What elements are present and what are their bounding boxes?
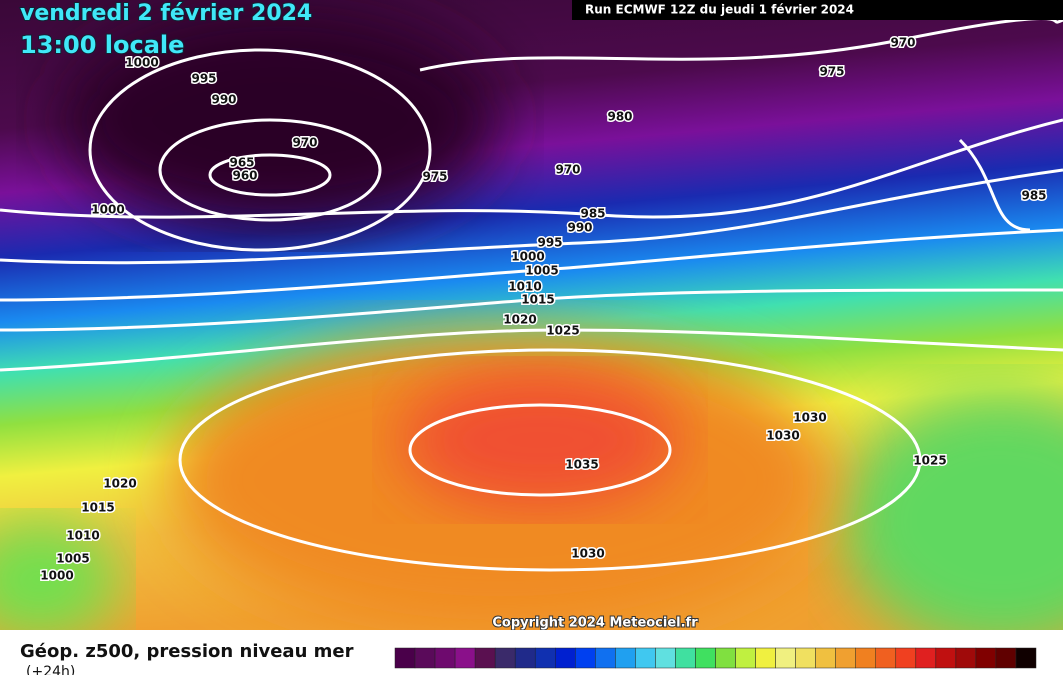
isobar	[208, 153, 332, 197]
colorbar-cell	[675, 647, 696, 669]
isobar	[88, 48, 432, 252]
time: 13:00 locale	[20, 31, 184, 59]
run-box	[572, 0, 1063, 20]
isobar-label: 1020	[103, 477, 136, 491]
colorbar-cell	[715, 647, 736, 669]
colorbar-cell	[655, 647, 676, 669]
isobar-label: 1000	[91, 203, 124, 217]
field	[840, 390, 1063, 650]
isobar	[178, 348, 922, 572]
colorbar-cell	[695, 647, 716, 669]
isobar-label: 995	[191, 72, 216, 86]
field	[400, 370, 680, 510]
isobar	[158, 118, 382, 222]
colorbar-cell	[1015, 647, 1037, 669]
isobar-label: 1025	[913, 454, 946, 468]
colorbar-cell	[835, 647, 856, 669]
colorbar-cell	[494, 647, 516, 669]
isobar-label: 980	[607, 110, 632, 124]
isobar-label: 1020	[503, 313, 536, 327]
colorbar-cell	[434, 647, 456, 669]
colorbar-cell	[875, 647, 897, 669]
date: vendredi 2 février 2024	[20, 1, 312, 26]
isobar-label: 1030	[766, 429, 799, 443]
colorbar-cell	[795, 647, 816, 669]
isobar-label: 1010	[508, 280, 541, 294]
isobar-label: 985	[580, 207, 605, 221]
colorbar-cell	[514, 647, 536, 669]
colorbar-cell	[855, 647, 876, 669]
colorbar-cell	[735, 647, 756, 669]
isobar-label: 960	[232, 169, 257, 183]
colorbar-cell	[595, 647, 616, 669]
colorbar-cell	[955, 647, 977, 669]
legend-subtitle: (+24h)	[26, 664, 75, 675]
isobar-label: 975	[819, 65, 844, 79]
isobar-label: 990	[211, 93, 236, 107]
colorbar-cell	[975, 647, 997, 669]
isobars	[0, 16, 1063, 572]
colorbar-cell	[474, 647, 496, 669]
colorbar-cell	[615, 647, 636, 669]
isobar	[0, 328, 1063, 372]
colorbar-cell	[935, 647, 957, 669]
colorbar-cell	[815, 647, 836, 669]
isobar	[0, 118, 1063, 219]
isobar	[958, 138, 1031, 232]
isobar-label: 975	[422, 170, 447, 184]
copyright: Copyright 2024 Meteociel.fr	[492, 616, 698, 631]
isobar-label: 970	[292, 136, 317, 150]
isobar-label: 1000	[511, 250, 544, 264]
isobar	[0, 228, 1063, 302]
colorbar-cell	[555, 647, 576, 669]
isobar-label: 1000	[40, 569, 73, 583]
colorbar-cell	[635, 647, 656, 669]
colorbar-cell	[394, 647, 416, 669]
colorbar-cell	[755, 647, 776, 669]
run-label: Run ECMWF 12Z du jeudi 1 février 2024	[585, 3, 854, 17]
colorbar-cell	[895, 647, 917, 669]
isobar-label: 1025	[546, 324, 579, 338]
isobar	[419, 16, 1063, 72]
isobar	[0, 288, 1063, 332]
isobar-label: 1030	[571, 547, 604, 561]
isobar-label: 1005	[525, 264, 558, 278]
colorbar-cell	[414, 647, 436, 669]
isobar-label: 970	[555, 163, 580, 177]
isobar-label: 1015	[81, 501, 114, 515]
colorbar-cell	[915, 647, 937, 669]
field	[0, 520, 120, 640]
isobar	[0, 168, 1063, 265]
isobar	[408, 403, 672, 497]
isobar-label: 1015	[521, 293, 554, 307]
isobar-label: 990	[567, 221, 592, 235]
isobar-label: 1030	[793, 411, 826, 425]
colorbar-cell	[534, 647, 556, 669]
colorbar-cell	[454, 647, 476, 669]
colorbar-cell	[575, 647, 596, 669]
isobar-label: 965	[229, 156, 254, 170]
isobar-label: 1005	[56, 552, 89, 566]
isobar-label: 1010	[66, 529, 99, 543]
isobar-label: 970	[890, 36, 915, 50]
colorbar-cell	[775, 647, 796, 669]
colorbar-cell	[995, 647, 1017, 669]
isobar-label: 1000	[125, 56, 158, 70]
colorbar	[394, 647, 1037, 669]
isobar-label: 985	[1021, 189, 1046, 203]
isobar-label: 1035	[565, 458, 598, 472]
legend-title: Géop. z500, pression niveau mer	[20, 641, 354, 662]
isobar-label: 995	[537, 236, 562, 250]
